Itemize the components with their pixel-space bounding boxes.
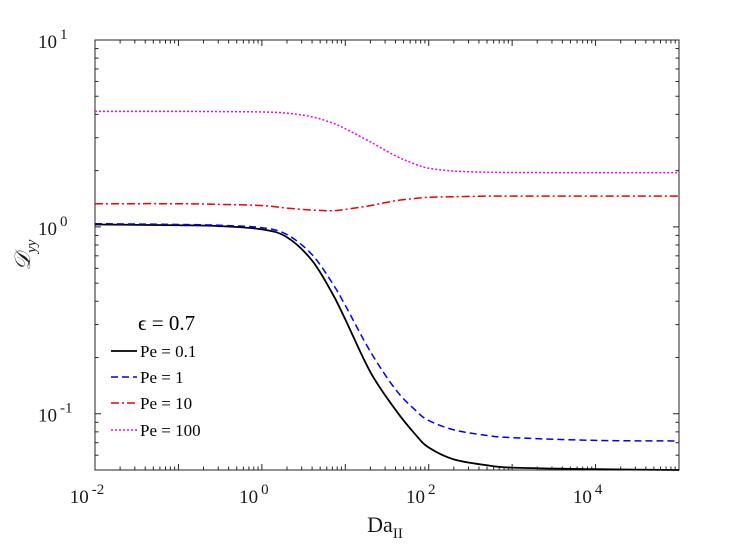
x-tick-label-base: 10 — [70, 487, 89, 508]
legend-label: Pe = 10 — [140, 394, 192, 413]
x-tick-label-exponent: 0 — [261, 482, 269, 498]
series-line-1 — [94, 222, 680, 442]
x-tick-label-exponent: 2 — [428, 482, 436, 498]
x-tick-label: 10 2 — [406, 482, 436, 508]
y-tick-label-base: 10 — [38, 219, 57, 240]
epsilon-annotation: ϵ = 0.7 — [138, 311, 195, 335]
legend-label: Pe = 100 — [140, 421, 201, 440]
y-tick-label-exponent: 1 — [60, 27, 68, 43]
x-tick-label: 10 0 — [239, 482, 269, 508]
y-tick-label-base: 10 — [38, 32, 57, 53]
y-tick-label: 10 -1 — [38, 401, 73, 427]
axis-ticks: 10 -2 10 0 10 2 10 410 -110 010 1 — [38, 27, 679, 508]
series-line-10 — [94, 195, 679, 212]
x-tick-label-exponent: 4 — [595, 482, 603, 498]
y-tick-label-exponent: 0 — [60, 214, 68, 230]
y-axis-label-main: 𝒟 — [10, 248, 35, 270]
legend: Pe = 0.1 Pe = 1 Pe = 10 Pe = 100 — [111, 342, 201, 440]
y-tick-label: 10 0 — [38, 214, 68, 240]
x-axis-label-subscript: II — [393, 526, 403, 542]
series-line-100 — [94, 110, 680, 174]
x-tick-label: 10 -2 — [70, 482, 105, 508]
x-tick-label-base: 10 — [573, 487, 592, 508]
series-line-0-1 — [94, 223, 680, 471]
series-lines — [94, 110, 680, 471]
y-tick-label: 10 1 — [38, 27, 68, 53]
x-tick-label-base: 10 — [239, 487, 258, 508]
x-tick-label-exponent: -2 — [92, 482, 105, 498]
x-axis-label: DaII — [367, 512, 403, 542]
x-tick-label-base: 10 — [406, 487, 425, 508]
legend-label: Pe = 0.1 — [140, 342, 196, 361]
y-tick-label-exponent: -1 — [60, 401, 73, 417]
legend-label: Pe = 1 — [140, 368, 184, 387]
y-axis-label: 𝒟yy — [10, 239, 40, 270]
y-tick-label-base: 10 — [38, 406, 57, 427]
y-axis-label-subscript: yy — [24, 239, 40, 255]
x-tick-label: 10 4 — [573, 482, 603, 508]
x-axis-label-main: Da — [367, 512, 393, 537]
